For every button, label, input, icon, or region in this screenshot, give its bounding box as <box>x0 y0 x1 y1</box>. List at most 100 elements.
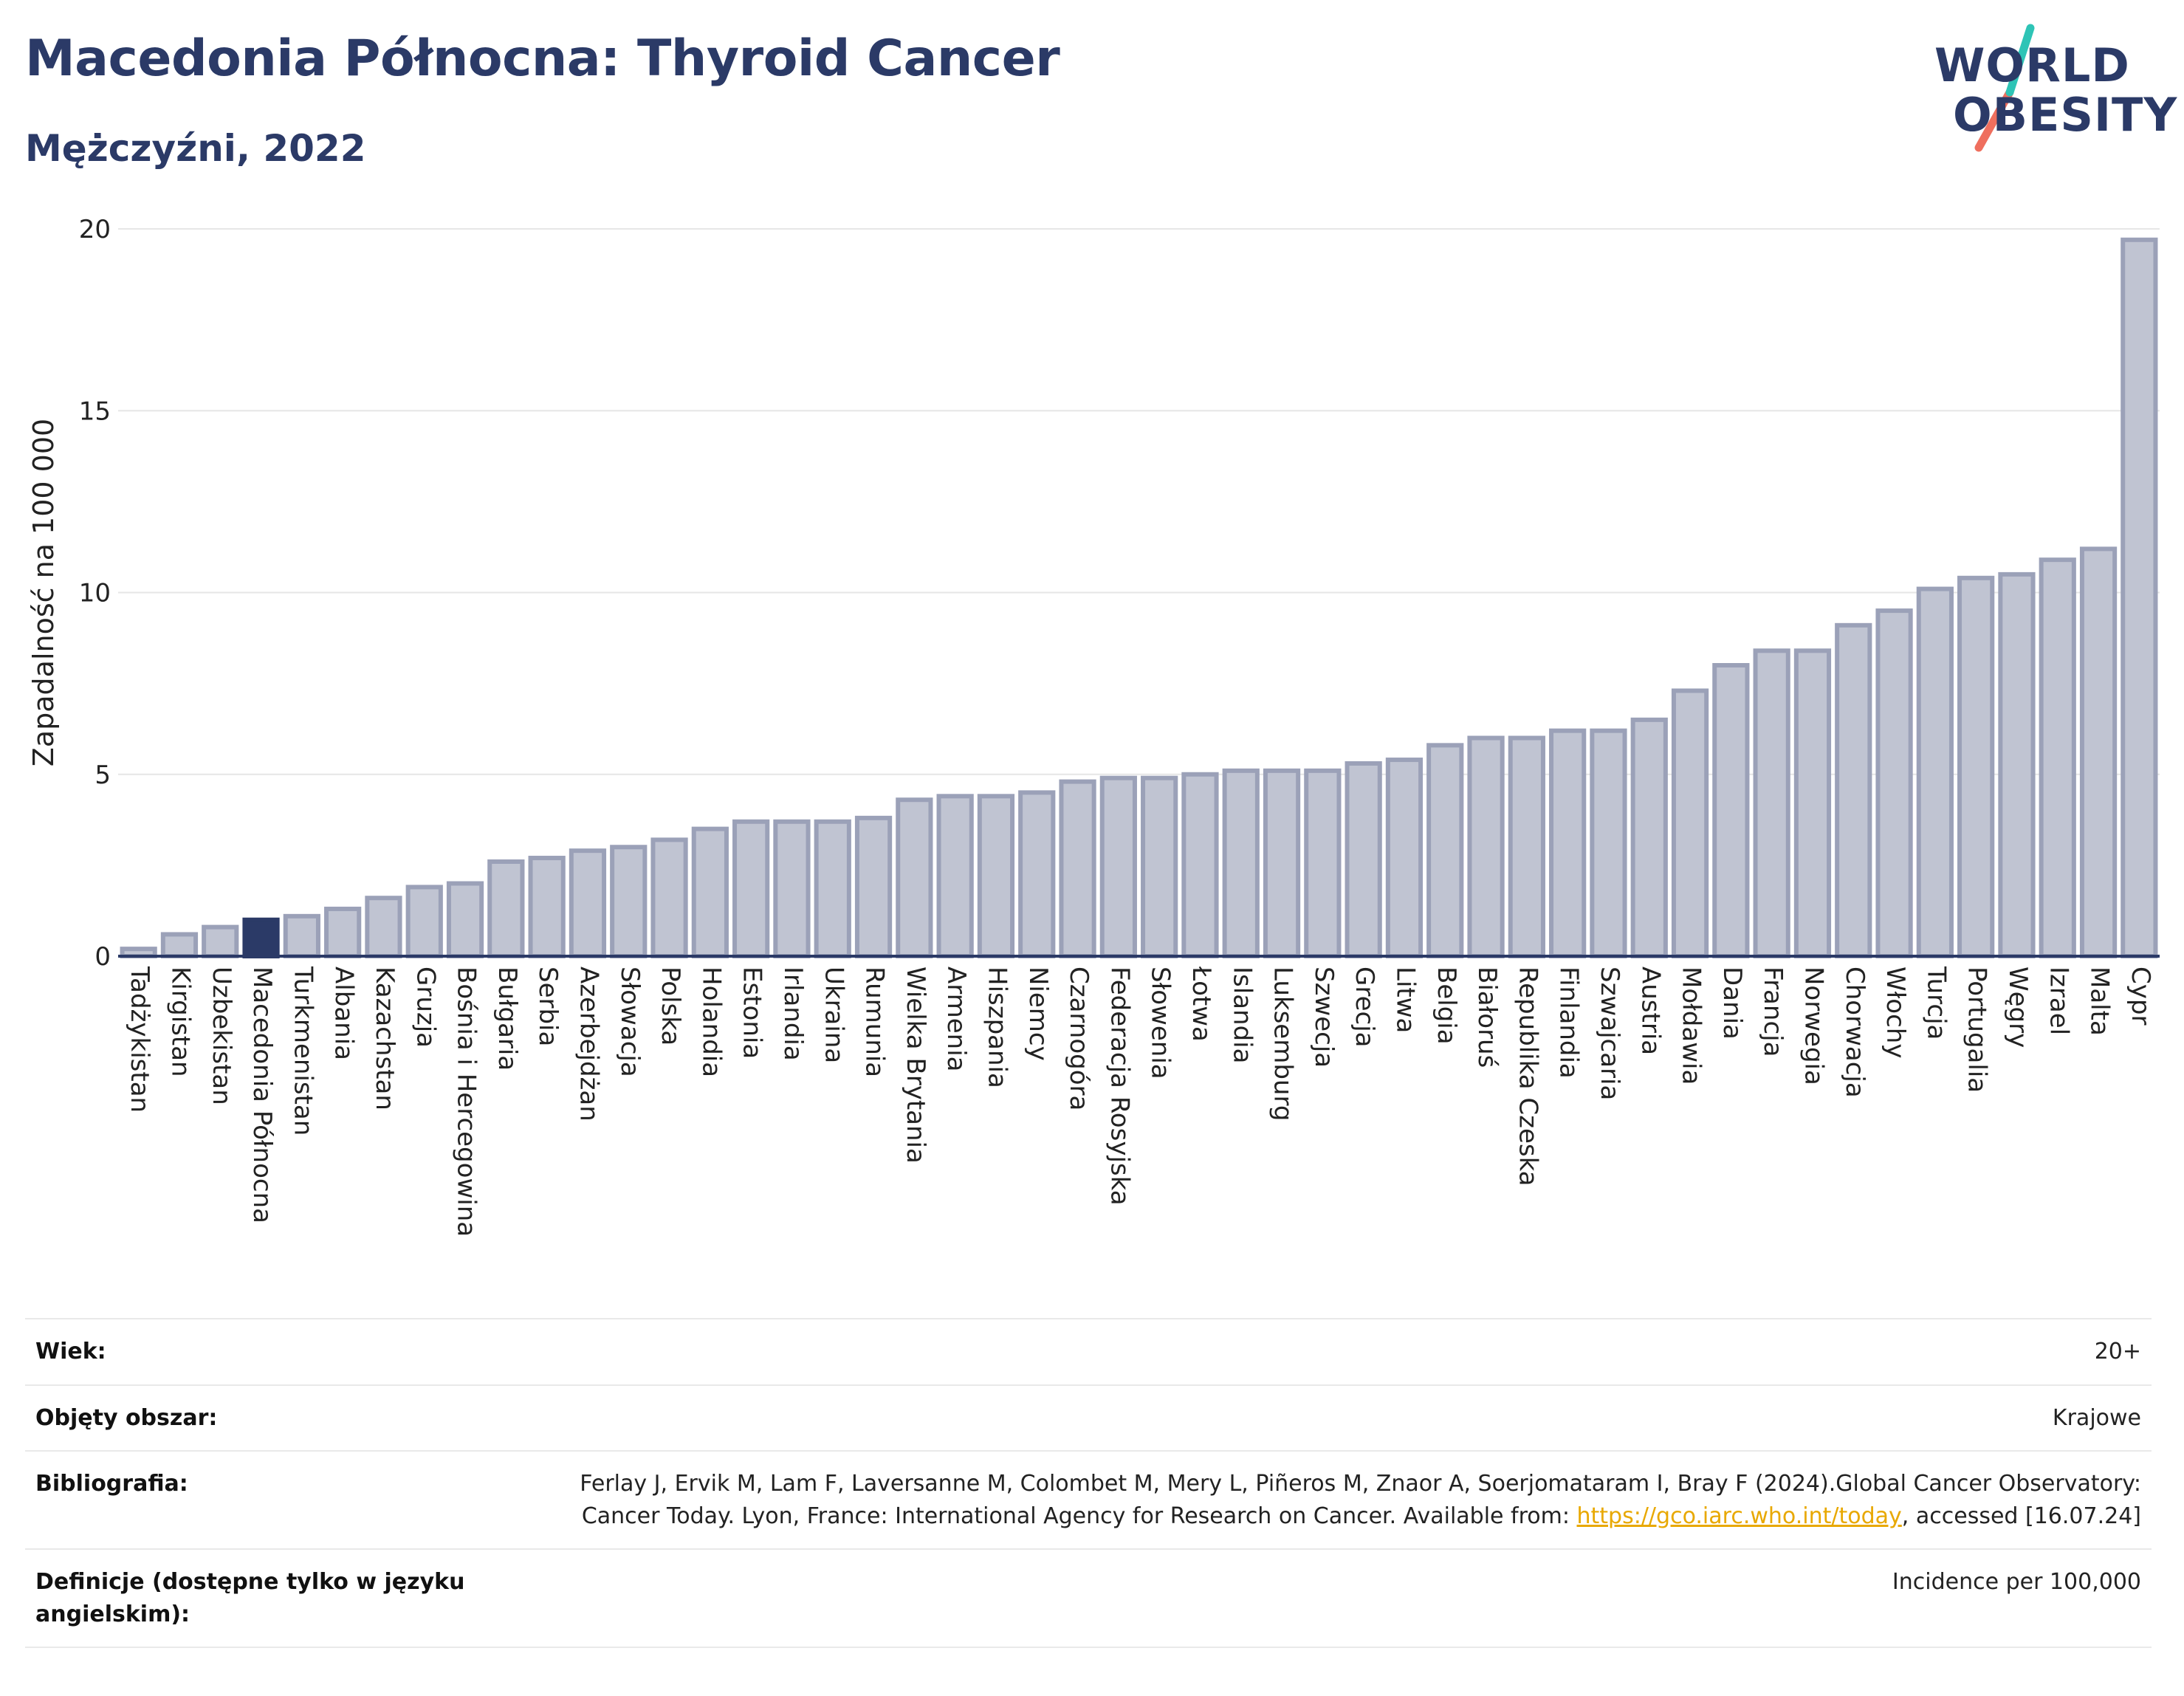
x-tick-label: Bułgaria <box>492 967 522 1071</box>
bar <box>650 837 688 959</box>
x-tick-label: Armenia <box>941 967 971 1072</box>
x-tick-label: Szwajcaria <box>1595 967 1624 1100</box>
x-tick-label: Republika Czeska <box>1513 967 1542 1187</box>
x-tick-label: Litwa <box>1390 967 1420 1033</box>
bar <box>1263 768 1301 959</box>
x-tick-label: Słowenia <box>1146 967 1175 1079</box>
bar <box>2039 557 2076 958</box>
x-tick-label: Polska <box>656 967 685 1046</box>
bar <box>1630 717 1668 958</box>
bar <box>1916 586 1954 958</box>
bibliography-accessed: , accessed [16.07.24] <box>1901 1503 2141 1529</box>
bar <box>1385 758 1424 958</box>
x-tick-label: Kazachstan <box>370 967 399 1110</box>
bar <box>691 826 729 958</box>
bar <box>1793 648 1832 958</box>
bar <box>732 819 770 959</box>
meta-label-definitions: Definicje (dostępne tylko w języku angie… <box>35 1569 465 1627</box>
x-tick-label: Finlandia <box>1554 967 1584 1079</box>
x-tick-label: Wielka Brytania <box>901 967 930 1164</box>
meta-row-bibliography: Bibliografia: Ferlay J, Ervik M, Lam F, … <box>25 1450 2152 1548</box>
meta-label-bibliography: Bibliografia: <box>35 1471 188 1497</box>
y-tick-label: 5 <box>95 761 111 790</box>
x-tick-label: Azerbejdżan <box>574 967 603 1122</box>
y-axis-label: Zapadalność na 100 000 <box>27 419 60 766</box>
bar <box>405 885 443 958</box>
bibliography-link[interactable]: https://gco.iarc.who.int/today <box>1576 1503 1902 1529</box>
x-tick-label: Kirgistan <box>165 967 195 1077</box>
x-tick-label: Malta <box>2085 967 2115 1036</box>
bar <box>1059 779 1096 958</box>
x-tick-label: Luksemburg <box>1268 967 1298 1121</box>
x-tick-label: Węgry <box>2003 967 2033 1048</box>
x-tick-label: Irlandia <box>778 967 808 1061</box>
bar <box>1426 743 1464 958</box>
bar <box>1671 688 1709 958</box>
x-tick-label: Federacja Rosyjska <box>1105 967 1134 1206</box>
x-tick-label: Szwecja <box>1309 967 1339 1068</box>
bar <box>1304 768 1342 959</box>
x-tick-label: Belgia <box>1432 967 1461 1045</box>
x-tick-label: Białoruś <box>1472 967 1502 1068</box>
meta-value-age: 20+ <box>2094 1339 2141 1364</box>
bar <box>487 859 525 959</box>
x-tick-label: Uzbekistan <box>207 967 236 1105</box>
bar <box>242 917 280 958</box>
x-tick-label: Turkmenistan <box>288 966 317 1136</box>
bar <box>528 856 566 959</box>
bar <box>1998 571 2036 958</box>
x-tick-label: Słowacja <box>615 967 645 1077</box>
x-tick-label: Czarnogóra <box>1064 967 1093 1110</box>
meta-label-coverage: Objęty obszar: <box>35 1404 218 1431</box>
x-tick-label: Serbia <box>533 967 563 1046</box>
x-tick-label: Norwegia <box>1799 967 1828 1085</box>
bar <box>1508 735 1545 958</box>
bar <box>2121 237 2158 958</box>
bar <box>283 913 320 959</box>
x-tick-label: Grecja <box>1350 967 1379 1047</box>
x-tick-label: Austria <box>1635 967 1665 1055</box>
meta-row-definitions: Definicje (dostępne tylko w języku angie… <box>25 1548 2152 1648</box>
bar <box>202 924 239 958</box>
world-obesity-logo: WORLD OBESITY <box>1920 22 2177 162</box>
x-tick-label: Rumunia <box>860 967 890 1077</box>
x-tick-label: Mołdawia <box>1677 967 1706 1085</box>
bar <box>1549 728 1587 959</box>
bar <box>324 906 362 958</box>
meta-label-age: Wiek: <box>35 1339 106 1364</box>
bar <box>569 848 607 958</box>
bar <box>160 932 199 959</box>
bar <box>1957 575 1995 958</box>
logo-text-obesity: OBESITY <box>1953 88 2178 142</box>
bar <box>1467 735 1505 958</box>
bar <box>365 896 402 959</box>
x-tick-label: Turcja <box>1921 966 1951 1040</box>
x-tick-label: Hiszpania <box>982 967 1012 1088</box>
bar <box>773 819 811 959</box>
x-tick-label: Chorwacja <box>1840 967 1869 1098</box>
bar <box>1345 761 1382 958</box>
bar <box>1875 608 1913 958</box>
bar <box>2079 546 2118 958</box>
bar <box>446 881 484 958</box>
chart-subtitle: Mężczyźni, 2022 <box>25 127 366 170</box>
bar <box>1712 663 1750 958</box>
bibliography-text: Ferlay J, Ervik M, Lam F, Laversanne M, … <box>580 1471 2141 1529</box>
chart-title: Macedonia Północna: Thyroid Cancer <box>25 30 1060 88</box>
bar <box>1835 622 1872 958</box>
x-tick-label: Francja <box>1758 967 1788 1057</box>
x-tick-label: Cypr <box>2126 967 2155 1025</box>
x-tick-label: Islandia <box>1227 967 1257 1063</box>
bar <box>936 794 974 958</box>
meta-row-coverage: Objęty obszar: Krajowe <box>25 1384 2152 1451</box>
meta-row-age: Wiek: 20+ <box>25 1318 2152 1384</box>
logo-text-world: WORLD <box>1934 38 2130 92</box>
meta-value-definitions: Incidence per 100,000 <box>1892 1569 2141 1595</box>
x-tick-label: Tadżykistan <box>125 966 154 1113</box>
y-tick-label: 20 <box>79 215 111 244</box>
bar <box>814 819 851 959</box>
x-tick-label: Bośnia i Hercegowina <box>452 967 481 1237</box>
metadata-table: Wiek: 20+ Objęty obszar: Krajowe Bibliog… <box>25 1318 2152 1648</box>
meta-value-coverage: Krajowe <box>2052 1404 2141 1431</box>
bar <box>1099 775 1137 958</box>
